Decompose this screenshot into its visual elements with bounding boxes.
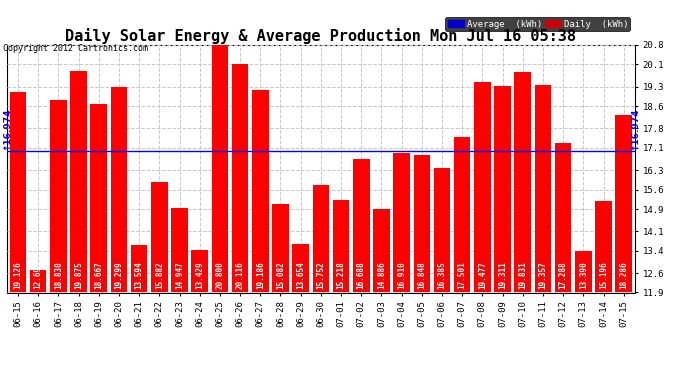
Bar [535,85,551,292]
Text: 16.848: 16.848 [417,261,426,289]
Bar [373,210,390,292]
Text: 16.688: 16.688 [357,261,366,289]
Text: 17.501: 17.501 [457,261,466,289]
Text: 19.477: 19.477 [478,261,487,289]
Text: ↑16.974: ↑16.974 [2,108,12,150]
Text: 17.288: 17.288 [559,261,568,289]
Text: 13.654: 13.654 [296,261,305,289]
Text: 15.752: 15.752 [316,261,326,289]
Bar [30,270,46,292]
Bar [515,72,531,292]
Bar [252,90,268,292]
Text: 16.910: 16.910 [397,261,406,289]
Text: 14.947: 14.947 [175,261,184,289]
Bar [615,115,632,292]
Bar [272,204,288,292]
Text: 12.693: 12.693 [34,261,43,289]
Bar [110,87,127,292]
Bar [131,245,148,292]
Bar [494,86,511,292]
Text: 18.667: 18.667 [95,261,103,289]
Text: 13.390: 13.390 [579,261,588,289]
Bar [90,104,107,292]
Bar [10,92,26,292]
Text: 20.116: 20.116 [235,261,244,289]
Bar [171,208,188,292]
Text: 19.311: 19.311 [498,261,507,289]
Bar [333,200,349,292]
Text: 14.886: 14.886 [377,261,386,289]
Text: 15.082: 15.082 [276,261,285,289]
Bar [191,250,208,292]
Bar [232,64,248,292]
Bar [151,182,168,292]
Text: 16.385: 16.385 [437,261,446,289]
Bar [70,71,87,292]
Bar [555,142,571,292]
Bar [393,153,410,292]
Bar [595,201,612,292]
Text: 13.429: 13.429 [195,261,204,289]
Legend: Average  (kWh), Daily  (kWh): Average (kWh), Daily (kWh) [446,17,630,31]
Title: Daily Solar Energy & Average Production Mon Jul 16 05:38: Daily Solar Energy & Average Production … [66,28,576,44]
Text: 19.186: 19.186 [256,261,265,289]
Text: 18.286: 18.286 [619,261,628,289]
Bar [454,137,471,292]
Bar [212,45,228,292]
Bar [293,244,309,292]
Text: 15.882: 15.882 [155,261,164,289]
Bar [50,100,67,292]
Text: 19.357: 19.357 [538,261,547,289]
Bar [434,168,451,292]
Text: 15.196: 15.196 [599,261,608,289]
Text: 19.126: 19.126 [14,261,23,289]
Bar [353,159,370,292]
Text: ↑16.974: ↑16.974 [630,108,640,150]
Bar [474,82,491,292]
Text: 18.830: 18.830 [54,261,63,289]
Text: 15.218: 15.218 [337,261,346,289]
Text: 13.594: 13.594 [135,261,144,289]
Text: Copyright 2012 Cartronics.com: Copyright 2012 Cartronics.com [3,44,148,52]
Text: 19.831: 19.831 [518,261,527,289]
Bar [413,155,430,292]
Text: 19.299: 19.299 [115,261,124,289]
Text: 19.875: 19.875 [74,261,83,289]
Bar [575,251,591,292]
Text: 20.800: 20.800 [215,261,224,289]
Bar [313,185,329,292]
